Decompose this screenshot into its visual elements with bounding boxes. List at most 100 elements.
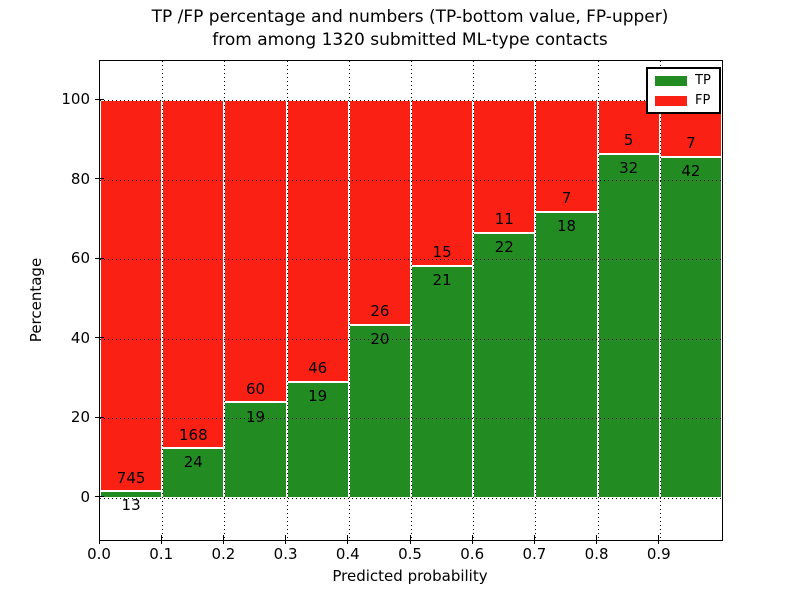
x-tick-label: 0.6 bbox=[460, 545, 485, 563]
gridline-vertical bbox=[224, 61, 226, 540]
bar-column bbox=[224, 61, 287, 540]
bar-column bbox=[100, 61, 163, 540]
bar-column bbox=[473, 61, 536, 540]
bar-column bbox=[162, 61, 225, 540]
y-tick-label: 0 bbox=[80, 487, 90, 506]
bar-segment-fp bbox=[224, 100, 287, 403]
y-tick-label: 40 bbox=[70, 328, 90, 347]
y-tick-mark bbox=[95, 98, 104, 100]
gridline-vertical bbox=[162, 61, 164, 540]
chart-title-line1: TP /FP percentage and numbers (TP-bottom… bbox=[151, 7, 669, 27]
bar-segment-fp bbox=[535, 100, 598, 212]
gridline-vertical bbox=[659, 61, 661, 540]
bar-segment-fp bbox=[162, 100, 225, 449]
bar-value-tp: 42 bbox=[681, 162, 701, 181]
bar-value-tp: 24 bbox=[183, 453, 203, 472]
chart-title-line2: from among 1320 submitted ML-type contac… bbox=[212, 30, 608, 50]
bar-value-tp: 22 bbox=[494, 238, 514, 257]
y-tick-label: 60 bbox=[70, 249, 90, 268]
x-tick-label: 0.4 bbox=[335, 545, 360, 563]
bar-value-fp: 60 bbox=[245, 379, 266, 398]
bar-value-tp: 21 bbox=[432, 271, 452, 290]
x-tick-mark bbox=[285, 535, 287, 544]
gridline-vertical bbox=[597, 61, 599, 540]
x-tick-label: 0.3 bbox=[273, 545, 298, 563]
bar-value-fp: 5 bbox=[623, 131, 634, 150]
y-tick-mark bbox=[95, 416, 104, 418]
x-tick-mark bbox=[98, 535, 100, 544]
bar-value-tp: 19 bbox=[245, 407, 266, 426]
legend-row: FP bbox=[655, 94, 711, 107]
bar-segment-tp bbox=[535, 211, 598, 498]
y-tick-mark bbox=[95, 257, 104, 259]
y-tick-label: 80 bbox=[70, 169, 90, 188]
legend-row: TP bbox=[655, 74, 711, 87]
bar-segment-fp bbox=[100, 100, 163, 491]
bar-value-fp: 168 bbox=[178, 425, 208, 444]
x-axis-label: Predicted probability bbox=[332, 567, 488, 585]
bar-value-fp: 26 bbox=[370, 302, 390, 321]
gridline-vertical bbox=[348, 61, 350, 540]
bar-value-fp: 7 bbox=[686, 134, 696, 153]
x-tick-label: 0.5 bbox=[398, 545, 422, 563]
x-tick-mark bbox=[222, 535, 224, 544]
chart-title: TP /FP percentage and numbers (TP-bottom… bbox=[0, 6, 800, 52]
y-tick-mark bbox=[95, 178, 104, 180]
bar-column bbox=[348, 61, 411, 540]
gridline-vertical bbox=[411, 61, 412, 540]
bar-segment-fp bbox=[473, 100, 536, 233]
legend-swatch-fp bbox=[655, 95, 687, 106]
bar-value-fp: 15 bbox=[432, 243, 452, 262]
bar-segment-tp bbox=[224, 402, 287, 498]
x-tick-mark bbox=[471, 535, 473, 544]
y-tick-label: 20 bbox=[70, 408, 90, 427]
bar-value-tp: 19 bbox=[308, 386, 328, 405]
bar-value-fp: 11 bbox=[494, 210, 514, 229]
bar-value-fp: 745 bbox=[116, 468, 146, 487]
y-tick-label: 100 bbox=[61, 90, 90, 109]
bar-column bbox=[597, 61, 660, 540]
x-tick-label: 0.2 bbox=[211, 545, 236, 563]
bar-value-tp: 32 bbox=[619, 159, 639, 178]
bar-segment-tp bbox=[659, 156, 722, 498]
bar-value-tp: 20 bbox=[370, 330, 390, 349]
x-tick-label: 0.0 bbox=[87, 545, 111, 563]
bar-column bbox=[286, 61, 349, 540]
x-tick-mark bbox=[658, 535, 660, 544]
y-tick-mark bbox=[95, 496, 104, 498]
bar-column bbox=[535, 61, 598, 540]
bar-column bbox=[411, 61, 474, 540]
bar-value-fp: 46 bbox=[308, 359, 328, 378]
y-tick-mark bbox=[95, 337, 104, 339]
x-tick-mark bbox=[596, 535, 598, 544]
legend: TP FP bbox=[646, 67, 721, 114]
x-tick-label: 0.7 bbox=[522, 545, 547, 563]
bar-segment-tp bbox=[411, 265, 474, 498]
legend-label-fp: FP bbox=[695, 93, 711, 108]
bar-column bbox=[659, 61, 722, 540]
bar-segment-fp bbox=[348, 100, 411, 325]
bar-value-tp: 18 bbox=[556, 216, 577, 235]
x-tick-mark bbox=[409, 535, 411, 544]
legend-swatch-tp bbox=[655, 75, 687, 86]
x-tick-mark bbox=[347, 535, 349, 544]
gridline-vertical bbox=[473, 61, 475, 540]
plot-area: TP FP 745 13 168 24 60 19 46 19 26 20 15 21 11 22 7 18 5 3… bbox=[99, 60, 723, 541]
x-tick-mark bbox=[160, 535, 162, 544]
gridline-vertical bbox=[535, 61, 537, 540]
bar-segment-tp bbox=[348, 324, 411, 498]
x-tick-label: 0.8 bbox=[584, 545, 609, 563]
legend-label-tp: TP bbox=[695, 73, 711, 88]
gridline-vertical bbox=[286, 61, 288, 540]
bar-segment-fp bbox=[286, 100, 349, 382]
bar-segment-tp bbox=[100, 491, 163, 498]
x-tick-mark bbox=[533, 535, 535, 544]
x-tick-label: 0.9 bbox=[646, 545, 671, 563]
bar-value-fp: 7 bbox=[561, 188, 572, 207]
bar-segment-tp bbox=[597, 153, 660, 498]
bar-segment-tp bbox=[473, 232, 536, 498]
bar-segment-fp bbox=[411, 100, 474, 266]
x-tick-label: 0.1 bbox=[149, 545, 174, 563]
bar-value-tp: 13 bbox=[121, 496, 141, 515]
